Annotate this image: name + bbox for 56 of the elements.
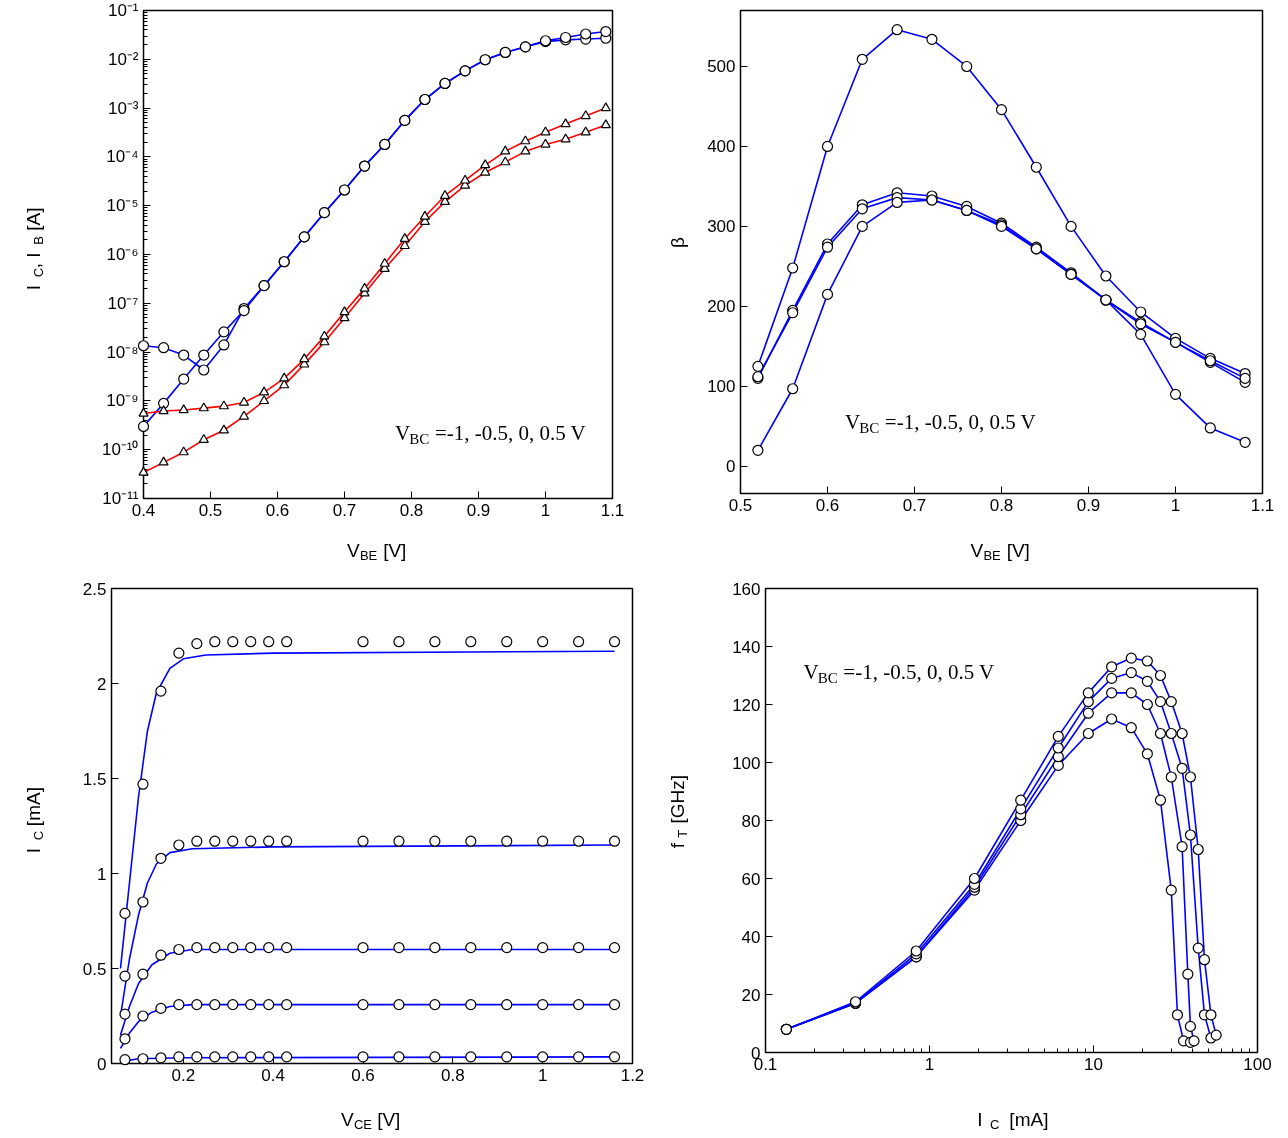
y-tick-label: 300 — [707, 217, 736, 237]
x-tick-label: 1 — [1170, 495, 1181, 515]
x-tick-label: 10 — [1084, 1054, 1103, 1074]
x-tick-label: 0.8 — [989, 495, 1014, 515]
y-tick-label: 0 — [97, 1054, 107, 1074]
x-tick-label: 100 — [1243, 1054, 1272, 1074]
y-tick-label: 10⁻¹⁰ — [101, 440, 139, 460]
x-tick-label: 1.1 — [600, 500, 625, 520]
x-tick-label: 1 — [924, 1054, 935, 1074]
x-tick-label: 0.2 — [171, 1065, 196, 1085]
x-tick-label: 1.1 — [1250, 495, 1275, 515]
y-tick-label: 80 — [741, 811, 761, 831]
y-tick-label: 100 — [707, 377, 736, 397]
y-tick-label: 1 — [97, 864, 107, 884]
y-axis-title: β — [667, 237, 688, 249]
y-tick-label: 160 — [732, 579, 761, 599]
y-tick-label: 20 — [741, 985, 761, 1005]
y-tick-label: 140 — [732, 637, 761, 657]
y-tick-label: 2 — [97, 674, 107, 694]
y-axis-title: fT [GHz] — [667, 774, 691, 849]
y-tick-label: 400 — [707, 137, 736, 157]
y-tick-label: 120 — [732, 695, 761, 715]
y-axis-title: IC [mA] — [23, 787, 47, 854]
x-tick-label: 1 — [537, 1065, 548, 1085]
y-tick-label: 10⁻⁶ — [106, 245, 139, 264]
y-tick-label: 10⁻⁸ — [106, 342, 139, 362]
y-tick-label: 500 — [707, 57, 736, 77]
y-tick-label: 0.5 — [82, 959, 107, 979]
y-tick-label: 60 — [741, 869, 761, 889]
y-tick-label: 10⁻⁵ — [106, 196, 139, 216]
y-tick-label: 40 — [741, 927, 761, 947]
y-tick-label: 0 — [726, 457, 736, 477]
x-tick-label: 0.7 — [332, 500, 357, 520]
y-tick-label: 10⁻⁹ — [106, 391, 139, 411]
x-tick-label: 0.8 — [441, 1065, 465, 1085]
x-tick-label: 1 — [540, 500, 551, 520]
y-tick-label: 1.5 — [82, 769, 107, 789]
x-tick-label: 0.5 — [198, 500, 223, 520]
y-tick-label: 200 — [707, 297, 736, 317]
y-tick-label: 10⁻³ — [107, 98, 139, 118]
x-tick-label: 0.9 — [1076, 495, 1101, 515]
y-tick-label: 2.5 — [82, 579, 107, 599]
y-tick-label: 10⁻⁷ — [107, 293, 139, 313]
x-tick-label: 0.6 — [351, 1065, 375, 1085]
y-tick-label: 10⁻⁴ — [106, 147, 139, 167]
y-tick-label: 10⁻¹ — [107, 1, 139, 20]
x-tick-label: 0.6 — [815, 495, 840, 515]
x-tick-label: 0.6 — [265, 500, 290, 520]
x-tick-label: 0.8 — [399, 500, 424, 520]
y-tick-label: 100 — [732, 753, 761, 773]
x-tick-label: 0.7 — [902, 495, 927, 515]
x-tick-label: 0.4 — [261, 1065, 286, 1085]
x-tick-label: 1.2 — [620, 1065, 645, 1085]
x-tick-label: 0.9 — [466, 500, 491, 520]
y-tick-label: 10⁻² — [107, 49, 139, 69]
y-axis-title: IC, IB [A] — [23, 207, 47, 291]
